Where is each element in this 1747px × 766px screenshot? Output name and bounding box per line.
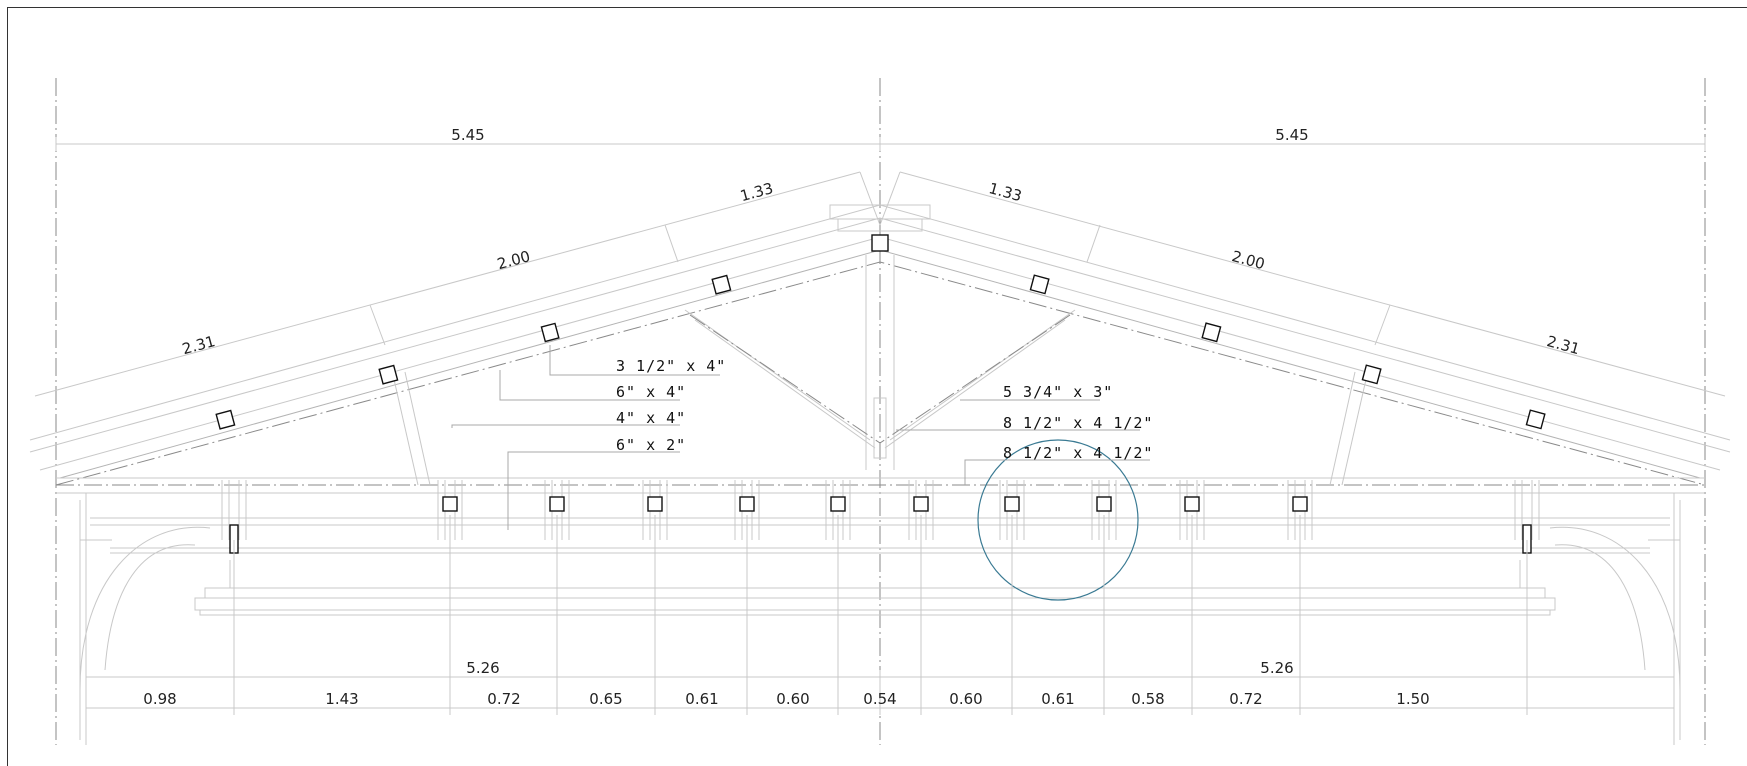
tie-beam: [56, 477, 1705, 554]
spec-left-2: 6" x 4": [616, 383, 686, 401]
spec-leaders: [451, 345, 1150, 530]
section-right-purlin-4: [1525, 409, 1546, 430]
bottom-seg-9: 0.61: [1041, 690, 1074, 708]
spec-left-4: 6" x 2": [616, 436, 686, 454]
spec-right-3: 8 1/2" x 4 1/2": [1003, 444, 1153, 462]
section-left-purlin-1: [215, 409, 236, 430]
top-dimension: 5.45 5.45: [55, 126, 1706, 151]
slope-dim-left-2: 2.00: [495, 247, 532, 273]
bottom-half-left: 5.26: [466, 659, 499, 677]
slope-dim-left-3: 1.33: [738, 179, 775, 205]
section-joist-5: [830, 496, 846, 512]
bottom-seg-2: 1.43: [325, 690, 358, 708]
slope-dim-right-3: 2.31: [1545, 332, 1582, 358]
bottom-seg-1: 0.98: [143, 690, 176, 708]
bottom-seg-4: 0.65: [589, 690, 622, 708]
king-post-and-struts: [392, 255, 1368, 486]
section-right-purlin-3: [1361, 364, 1382, 385]
section-left-purlin-3: [540, 322, 560, 343]
section-joist-8: [1096, 496, 1112, 512]
section-ridge: [871, 234, 889, 252]
spec-left-3: 4" x 4": [616, 409, 686, 427]
bottom-seg-3: 0.72: [487, 690, 520, 708]
bottom-seg-10: 0.58: [1131, 690, 1164, 708]
slope-dim-right-1: 1.33: [987, 179, 1024, 205]
section-joist-7: [1004, 496, 1020, 512]
detail-circle: [977, 439, 1139, 601]
spec-left-1: 3 1/2" x 4": [616, 357, 726, 375]
ridge-cap: [829, 204, 931, 232]
section-right-purlin-1: [1029, 274, 1050, 295]
section-joist-10: [1292, 496, 1308, 512]
bottom-seg-11: 0.72: [1229, 690, 1262, 708]
section-joist-1: [442, 496, 458, 512]
bottom-seg-5: 0.61: [685, 690, 718, 708]
section-joist-9: [1184, 496, 1200, 512]
slope-dim-right-2: 2.00: [1230, 247, 1267, 273]
bottom-dimensions: 5.26 5.26 0.98 1.43 0.72 0.65 0.61 0.60 …: [85, 515, 1675, 715]
cornice-moulding: [79, 493, 1681, 745]
sheet-frame: [7, 7, 1747, 766]
top-dim-right: 5.45: [1275, 126, 1308, 144]
top-dim-left: 5.45: [451, 126, 484, 144]
slope-dim-left-1: 2.31: [180, 332, 217, 358]
section-joist-3: [647, 496, 663, 512]
bottom-seg-7: 0.54: [863, 690, 896, 708]
spec-right-1: 5 3/4" x 3": [1003, 383, 1113, 401]
section-left-purlin-2: [378, 364, 399, 385]
section-left-purlin-4: [711, 274, 732, 295]
bottom-half-right: 5.26: [1260, 659, 1293, 677]
bottom-seg-12: 1.50: [1396, 690, 1429, 708]
spec-right-2: 8 1/2" x 4 1/2": [1003, 414, 1153, 432]
member-spec-labels: 3 1/2" x 4" 6" x 4" 4" x 4" 6" x 2" 5 3/…: [616, 357, 1153, 462]
member-sections: [215, 234, 1546, 554]
section-right-purlin-2: [1201, 322, 1222, 343]
section-joist-6: [913, 496, 929, 512]
section-joist-4: [739, 496, 755, 512]
bottom-seg-8: 0.60: [949, 690, 982, 708]
bottom-seg-6: 0.60: [776, 690, 809, 708]
section-joist-2: [549, 496, 565, 512]
